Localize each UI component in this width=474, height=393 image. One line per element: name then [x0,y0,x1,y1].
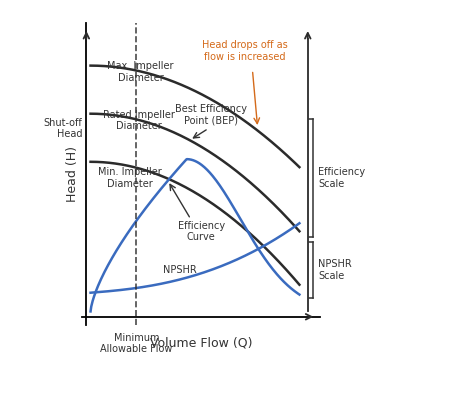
Text: Best Efficiency
Point (BEP): Best Efficiency Point (BEP) [174,104,246,126]
X-axis label: Volume Flow (Q): Volume Flow (Q) [150,336,253,349]
Text: Shut-off
Head: Shut-off Head [44,118,82,139]
Text: Minimum
Allowable Flow: Minimum Allowable Flow [100,333,173,354]
Text: Max. Impeller
Diameter: Max. Impeller Diameter [108,61,174,83]
Text: Efficiency
Curve: Efficiency Curve [178,220,225,242]
Text: NPSHR: NPSHR [164,265,197,275]
Text: Head drops off as
flow is increased: Head drops off as flow is increased [202,40,288,62]
Text: NPSHR
Scale: NPSHR Scale [318,259,352,281]
Text: Efficiency
Scale: Efficiency Scale [318,167,365,189]
Y-axis label: Head (H): Head (H) [66,146,80,202]
Text: Min. Impeller
Diameter: Min. Impeller Diameter [98,167,162,189]
Text: Rated Impeller
Diameter: Rated Impeller Diameter [103,110,174,131]
